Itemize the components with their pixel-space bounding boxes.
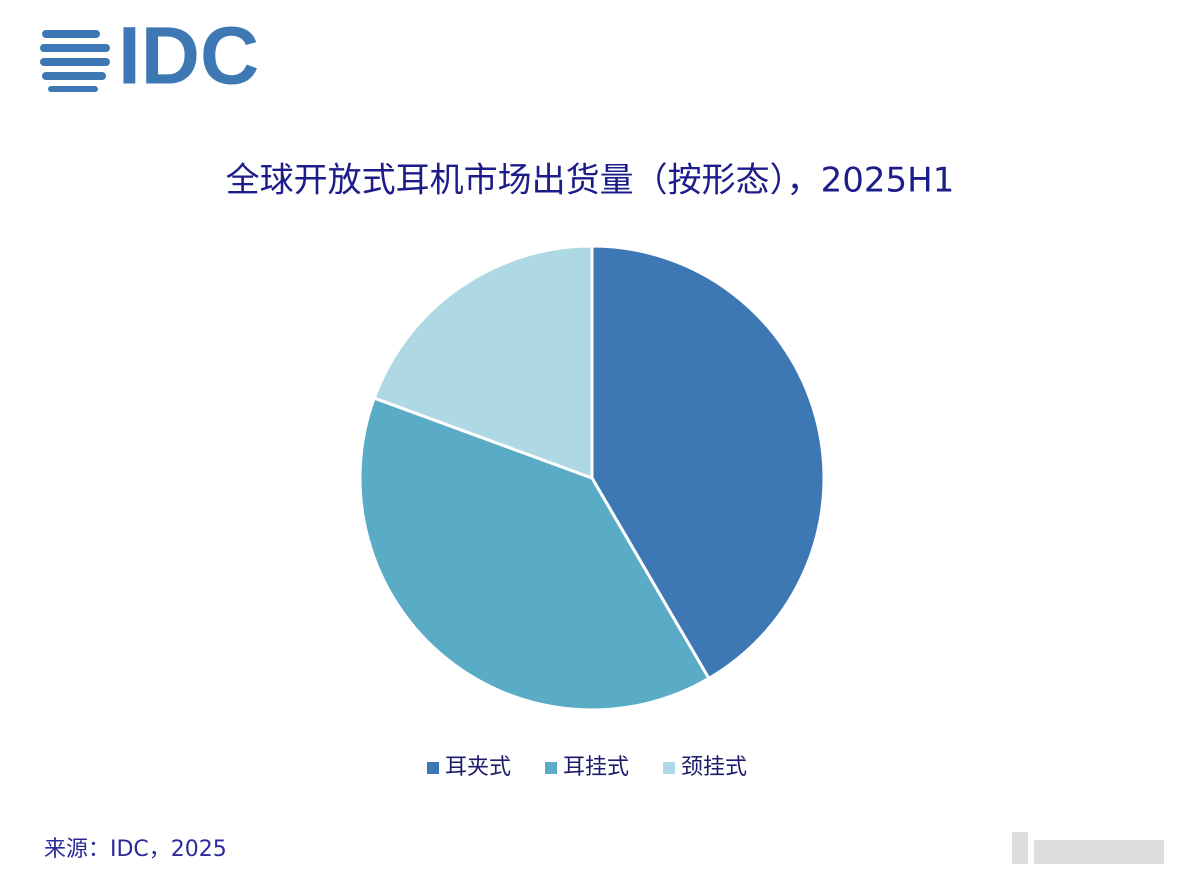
legend-label: 颈挂式 bbox=[681, 755, 747, 780]
pie-slice bbox=[358, 396, 711, 712]
logo: IDC bbox=[40, 11, 259, 102]
legend-swatch bbox=[545, 762, 557, 774]
watermark bbox=[1012, 832, 1164, 864]
logo-text: IDC bbox=[118, 11, 259, 102]
legend-swatch bbox=[663, 762, 675, 774]
pie-slice bbox=[372, 244, 594, 481]
chart-title: 全球开放式耳机市场出货量（按形态），2025H1 bbox=[226, 161, 955, 201]
legend-label: 耳挂式 bbox=[563, 755, 629, 780]
legend-swatch bbox=[427, 762, 439, 774]
legend-label: 耳夹式 bbox=[445, 755, 511, 780]
pie-slice bbox=[590, 244, 826, 681]
source: 来源：IDC，2025 bbox=[44, 837, 227, 862]
